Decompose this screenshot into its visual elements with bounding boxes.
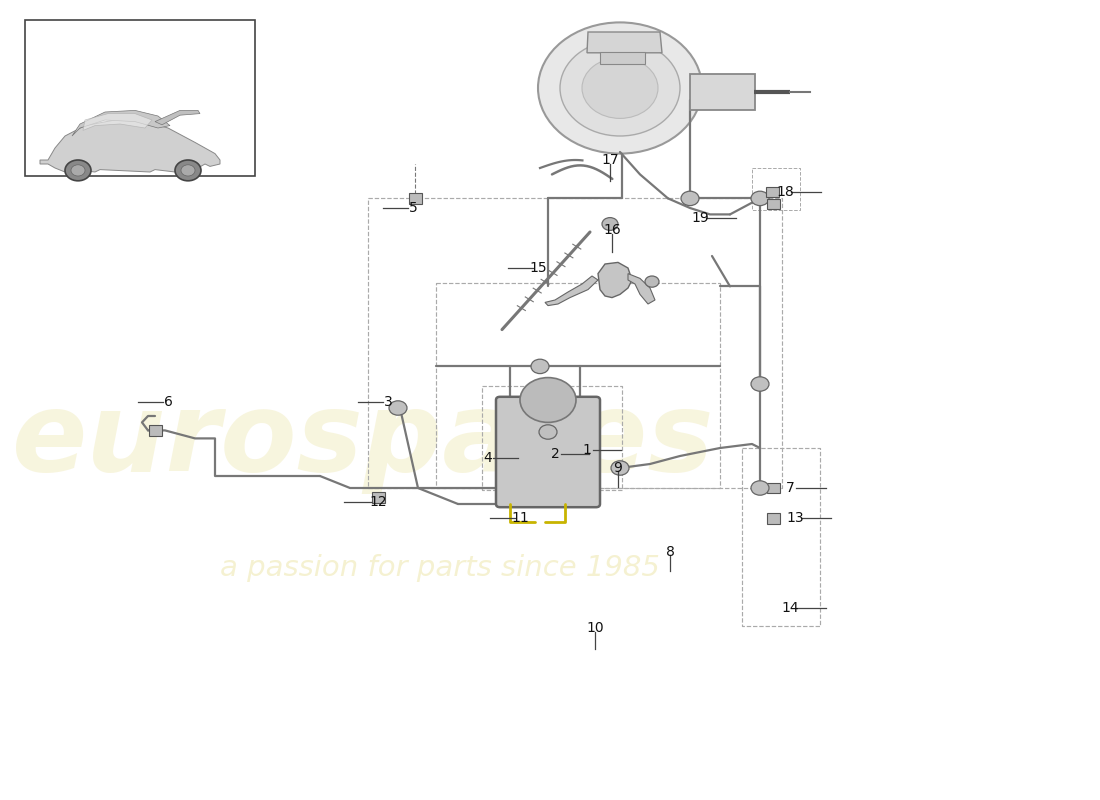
Bar <box>690 74 755 110</box>
Circle shape <box>751 377 769 391</box>
Polygon shape <box>155 110 200 125</box>
Bar <box>148 425 162 435</box>
Polygon shape <box>628 274 654 304</box>
Circle shape <box>182 165 195 176</box>
Circle shape <box>389 401 407 415</box>
Text: 2: 2 <box>551 447 560 462</box>
Text: 8: 8 <box>666 545 674 559</box>
Circle shape <box>65 160 91 181</box>
Circle shape <box>175 160 201 181</box>
Text: 13: 13 <box>786 511 804 526</box>
Polygon shape <box>598 262 632 298</box>
Circle shape <box>751 191 769 206</box>
Text: 12: 12 <box>370 494 387 509</box>
Bar <box>408 193 421 203</box>
Text: 4: 4 <box>484 450 493 465</box>
Circle shape <box>520 378 576 422</box>
Circle shape <box>751 481 769 495</box>
Text: 19: 19 <box>691 210 708 225</box>
Text: eurospares: eurospares <box>12 386 714 494</box>
Bar <box>767 482 780 493</box>
Text: 10: 10 <box>586 621 604 635</box>
Text: 9: 9 <box>614 461 623 475</box>
FancyBboxPatch shape <box>496 397 600 507</box>
Text: 17: 17 <box>602 153 619 167</box>
Polygon shape <box>72 110 170 136</box>
Text: 7: 7 <box>785 481 794 495</box>
Circle shape <box>539 425 557 439</box>
Circle shape <box>610 461 629 475</box>
Bar <box>372 492 385 503</box>
Text: a passion for parts since 1985: a passion for parts since 1985 <box>220 554 660 582</box>
Bar <box>25 20 255 176</box>
Circle shape <box>72 165 85 176</box>
Text: 3: 3 <box>384 394 393 409</box>
Polygon shape <box>587 32 662 53</box>
Circle shape <box>531 359 549 374</box>
Bar <box>767 514 780 524</box>
Circle shape <box>645 276 659 287</box>
Polygon shape <box>40 120 220 172</box>
Polygon shape <box>82 114 152 130</box>
Bar <box>600 52 645 64</box>
Circle shape <box>538 22 702 154</box>
Circle shape <box>582 58 658 118</box>
Circle shape <box>681 191 698 206</box>
Text: 15: 15 <box>529 261 547 275</box>
Text: 16: 16 <box>603 223 620 238</box>
Text: 14: 14 <box>781 601 799 615</box>
Text: 6: 6 <box>164 394 173 409</box>
Text: 11: 11 <box>512 511 529 526</box>
Text: 1: 1 <box>583 442 592 457</box>
Polygon shape <box>544 276 598 306</box>
Bar <box>767 198 780 209</box>
Text: 5: 5 <box>408 201 417 215</box>
Text: 18: 18 <box>777 185 794 199</box>
Bar <box>766 186 779 197</box>
Circle shape <box>602 218 618 230</box>
Circle shape <box>560 40 680 136</box>
